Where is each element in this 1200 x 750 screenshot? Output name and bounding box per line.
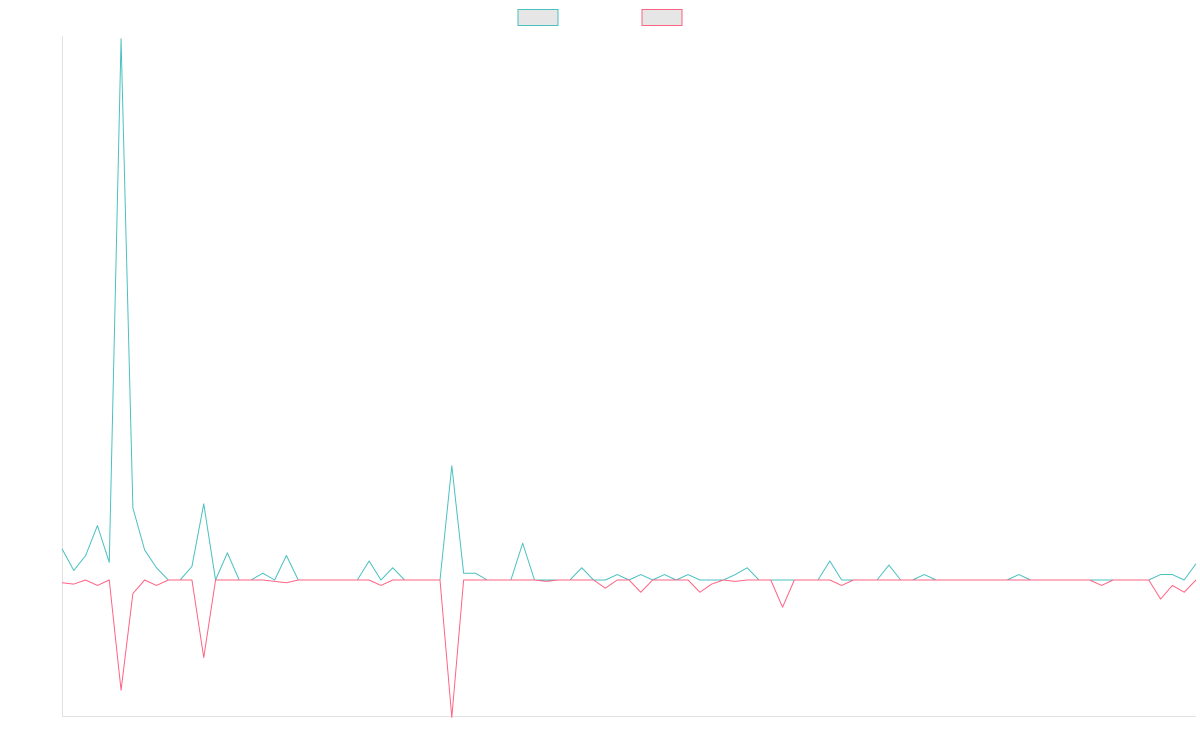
- legend-swatch-1[interactable]: [517, 9, 559, 26]
- series-line-2: [61, 579, 1197, 718]
- chart-legend[interactable]: [517, 9, 683, 26]
- legend-swatch-2[interactable]: [641, 9, 683, 26]
- series-layer: [61, 38, 1197, 718]
- series-line-1: [61, 38, 1197, 581]
